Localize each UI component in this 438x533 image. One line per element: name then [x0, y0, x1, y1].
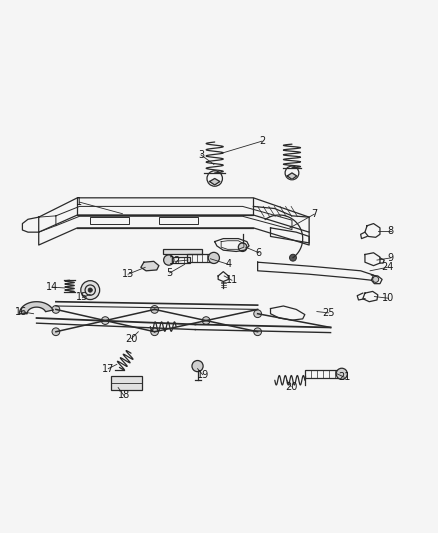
Circle shape — [254, 310, 261, 318]
Text: 11: 11 — [226, 275, 238, 285]
Bar — [111, 376, 142, 390]
Circle shape — [192, 360, 203, 372]
Text: 25: 25 — [322, 308, 335, 318]
Bar — [159, 217, 198, 223]
Text: 5: 5 — [166, 268, 173, 278]
Circle shape — [202, 317, 210, 325]
Circle shape — [238, 243, 247, 252]
Circle shape — [208, 252, 219, 263]
Text: 3: 3 — [198, 150, 204, 160]
Circle shape — [52, 305, 60, 313]
Circle shape — [373, 277, 379, 282]
Text: 12: 12 — [169, 256, 181, 266]
Bar — [187, 254, 212, 262]
Text: 20: 20 — [125, 334, 138, 344]
Text: 21: 21 — [338, 372, 350, 382]
Text: 13: 13 — [122, 269, 134, 279]
Text: 8: 8 — [388, 227, 394, 236]
Polygon shape — [19, 302, 53, 314]
Text: 14: 14 — [46, 282, 59, 292]
Bar — [90, 217, 129, 223]
Circle shape — [254, 328, 261, 336]
Polygon shape — [141, 261, 159, 271]
Text: 10: 10 — [382, 293, 395, 303]
Circle shape — [151, 305, 159, 313]
Text: 20: 20 — [285, 382, 297, 392]
Polygon shape — [209, 179, 220, 185]
Text: 24: 24 — [381, 262, 393, 272]
Text: 2: 2 — [259, 136, 265, 146]
Text: 16: 16 — [14, 306, 27, 317]
Text: 15: 15 — [76, 293, 88, 302]
Bar — [163, 249, 202, 254]
Text: 6: 6 — [256, 248, 262, 258]
Polygon shape — [287, 173, 297, 180]
Circle shape — [151, 328, 159, 336]
Bar — [166, 257, 190, 263]
Circle shape — [101, 317, 109, 325]
Bar — [305, 369, 341, 378]
Text: 4: 4 — [226, 260, 232, 269]
Text: 18: 18 — [117, 390, 130, 400]
Text: 17: 17 — [102, 364, 114, 374]
Text: 9: 9 — [388, 253, 394, 263]
Text: 1: 1 — [77, 197, 82, 207]
Circle shape — [164, 255, 174, 265]
Circle shape — [88, 288, 92, 292]
Circle shape — [290, 254, 297, 261]
Circle shape — [52, 328, 60, 336]
Text: 7: 7 — [311, 209, 318, 219]
Circle shape — [81, 281, 100, 300]
Text: 19: 19 — [197, 370, 209, 379]
Circle shape — [336, 368, 347, 379]
